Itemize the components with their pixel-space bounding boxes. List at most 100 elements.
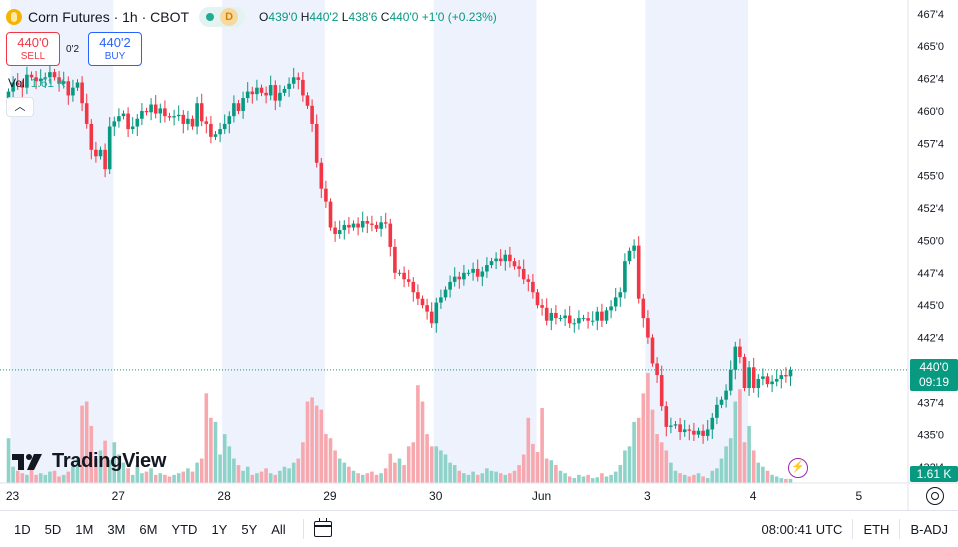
session-toggle[interactable]: ETH xyxy=(863,521,890,537)
volume-bar xyxy=(301,442,305,483)
volume-bar xyxy=(89,425,94,483)
range-ytd-button[interactable]: YTD xyxy=(171,521,198,537)
candle-body xyxy=(618,292,623,298)
volume-bar xyxy=(669,462,673,483)
bolt-icon[interactable]: ⚡ xyxy=(788,458,808,478)
candle-body xyxy=(195,103,199,127)
price-tick-label: 442'4 xyxy=(917,333,944,345)
candle-body xyxy=(48,72,52,78)
candle-body xyxy=(232,103,236,117)
volume-bar xyxy=(75,456,80,483)
candle-body xyxy=(678,424,682,433)
volume-bar xyxy=(296,458,301,483)
candle-body xyxy=(287,83,291,89)
range-1y-button[interactable]: 1Y xyxy=(211,521,228,537)
volume-bar xyxy=(779,478,784,483)
volume-bar xyxy=(278,470,282,483)
close-label: C xyxy=(380,10,390,24)
range-6m-button[interactable]: 6M xyxy=(139,521,158,537)
candle-body xyxy=(259,87,264,93)
candle-body xyxy=(227,116,232,124)
range-all-button[interactable]: All xyxy=(271,521,286,537)
candle-body xyxy=(43,77,48,79)
volume-bar xyxy=(370,471,374,483)
volume-bar xyxy=(103,440,107,483)
candle-body xyxy=(360,221,365,228)
candle-body xyxy=(604,310,609,321)
volume-bar xyxy=(572,478,577,483)
volume-bar xyxy=(521,454,526,483)
candle-body xyxy=(715,404,719,418)
time-tick-label: 27 xyxy=(112,489,126,503)
candle-body xyxy=(535,292,540,306)
chart-area[interactable]: 467'4 465'0 462'4 460'0 457'4 455'0 452'4 450'0… xyxy=(0,0,958,510)
candle-body xyxy=(236,103,241,111)
volume-legend[interactable]: Vol 1.61 K xyxy=(8,76,65,90)
volume-bar xyxy=(641,393,646,483)
volume-bar xyxy=(209,417,213,483)
candle-body xyxy=(701,430,705,436)
range-5d-button[interactable]: 5D xyxy=(44,521,62,537)
collapse-legend-button[interactable]: ︿ xyxy=(6,97,34,117)
candle-body xyxy=(788,369,793,377)
candle-body xyxy=(411,281,416,293)
candle-body xyxy=(540,305,544,308)
candle-body xyxy=(498,258,503,262)
session-band xyxy=(10,0,114,483)
volume-bar xyxy=(724,446,728,483)
candle-body xyxy=(655,363,659,376)
volume-bar xyxy=(319,409,324,483)
candle-body xyxy=(176,114,181,117)
candle-body xyxy=(80,82,84,104)
buy-label: BUY xyxy=(104,51,126,62)
volume-bar xyxy=(43,474,48,483)
volume-bar xyxy=(498,473,503,483)
range-5y-button[interactable]: 5Y xyxy=(241,521,258,537)
volume-bar xyxy=(140,473,144,483)
volume-bar xyxy=(480,473,485,483)
buy-button[interactable]: 440'2 BUY xyxy=(88,32,142,66)
candle-body xyxy=(314,123,319,163)
volume-bar xyxy=(471,471,475,483)
adjustment-toggle[interactable]: B-ADJ xyxy=(910,521,948,537)
volume-bar xyxy=(452,465,457,483)
price-chart[interactable]: 467'4 465'0 462'4 460'0 457'4 455'0 452'4 450'0… xyxy=(0,0,958,510)
calendar-icon[interactable] xyxy=(313,518,332,537)
volume-bar xyxy=(337,458,342,483)
candle-body xyxy=(521,268,526,280)
candle-body xyxy=(549,312,554,321)
range-3m-button[interactable]: 3M xyxy=(107,521,126,537)
volume-bar xyxy=(98,450,103,483)
candle-body xyxy=(310,105,314,124)
volume-bar xyxy=(462,473,466,483)
settings-gear-icon[interactable] xyxy=(926,487,944,505)
symbol-title[interactable]: Corn Futures · 1h · CBOT xyxy=(28,9,190,25)
tradingview-logo[interactable]: TradingView xyxy=(12,450,166,473)
price-tick-label: 450'0 xyxy=(917,235,944,247)
volume-bar xyxy=(236,465,241,483)
candle-body xyxy=(20,85,25,88)
range-1m-button[interactable]: 1M xyxy=(75,521,94,537)
candle-body xyxy=(181,114,186,124)
volume-bar xyxy=(586,474,590,483)
candle-body xyxy=(342,224,347,231)
market-status-pill[interactable]: D xyxy=(199,7,246,27)
candle-body xyxy=(719,399,724,405)
candle-body xyxy=(388,223,393,247)
volume-bar xyxy=(646,373,650,483)
range-1d-button[interactable]: 1D xyxy=(14,521,31,537)
candle-body xyxy=(199,103,204,122)
volume-bar xyxy=(673,470,678,483)
candle-body xyxy=(489,261,494,266)
open-label: O xyxy=(259,10,269,24)
time-tick-label: 3 xyxy=(644,489,651,503)
candle-body xyxy=(590,320,595,322)
volume-bar xyxy=(604,476,609,483)
candle-body xyxy=(517,266,521,269)
utc-clock[interactable]: 08:00:41 UTC xyxy=(761,521,843,537)
candle-body xyxy=(586,318,590,321)
candle-body xyxy=(733,346,738,370)
sell-button[interactable]: 440'0 SELL xyxy=(6,32,60,66)
volume-bar xyxy=(595,477,600,483)
volume-bar xyxy=(25,474,29,483)
